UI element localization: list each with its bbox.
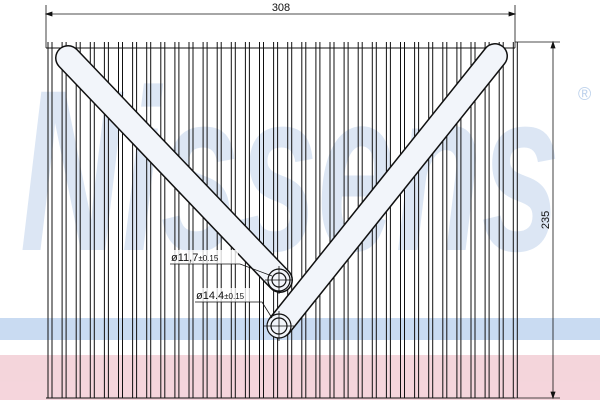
watermark-stripe [0, 318, 600, 340]
dimension-width [44, 5, 517, 48]
width-label: 308 [272, 2, 290, 14]
callout-large-diameter: ø14.4±0.15 [196, 290, 245, 302]
height-label: 235 [540, 211, 552, 229]
core-fins [47, 42, 518, 398]
pipe-right [268, 44, 507, 337]
callout-small-port: ø11,7±0.15 [168, 250, 273, 277]
watermark-registered: ® [578, 84, 591, 104]
dimension-height [515, 40, 560, 400]
callout-small-diameter: ø11,7±0.15 [171, 252, 219, 264]
pipe-left [56, 46, 292, 292]
watermark-band [0, 355, 600, 400]
pipes [55, 43, 508, 341]
port-centerlines [264, 266, 294, 341]
callout-large-port: ø14.4±0.15 [194, 288, 273, 319]
